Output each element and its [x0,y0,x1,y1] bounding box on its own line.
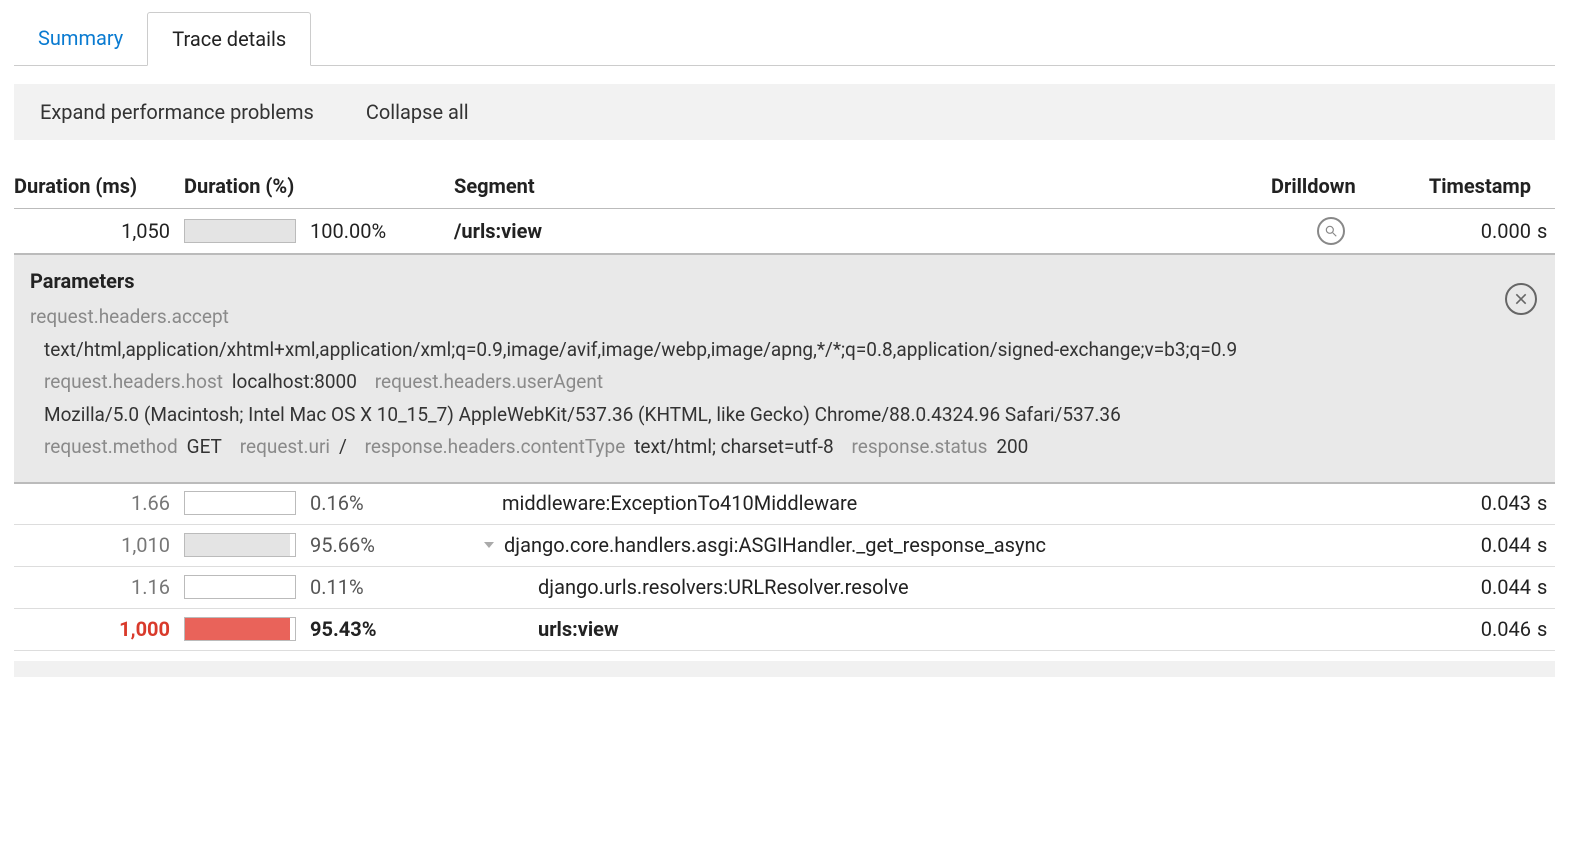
table-row[interactable]: 1,050 100.00% /urls:view 0.000s [14,209,1555,254]
tab-trace-details[interactable]: Trace details [147,12,311,66]
segment: middleware:ExceptionTo410Middleware [454,491,1271,515]
col-segment: Segment [454,174,1271,198]
close-icon[interactable] [1505,283,1537,315]
duration-ms: 1.66 [14,491,184,515]
col-duration-ms: Duration (ms) [14,174,184,198]
duration-pct-text: 95.66% [310,533,375,557]
table-row[interactable]: 1,000 95.43% urls:view 0.046s [14,609,1555,651]
duration-ms: 1,010 [14,533,184,557]
duration-bar [184,617,296,641]
timestamp-unit: s [1531,575,1555,599]
col-timestamp: Timestamp [1391,174,1531,198]
tab-summary[interactable]: Summary [14,12,147,65]
segment-label: urls:view [538,617,619,641]
segment: django.core.handlers.asgi:ASGIHandler._g… [454,533,1271,557]
duration-pct-text: 0.11% [310,575,364,599]
timestamp: 0.000 [1391,219,1531,243]
duration-ms: 1,050 [14,219,184,243]
trace-table: Duration (ms) Duration (%) Segment Drill… [14,166,1555,651]
tabs: Summary Trace details [14,12,1555,66]
col-drilldown: Drilldown [1271,174,1391,198]
duration-pct: 100.00% [184,219,454,243]
param-line: request.method GET request.uri / respons… [30,431,1539,464]
duration-ms: 1,000 [14,617,184,641]
duration-pct: 95.43% [184,617,454,641]
chevron-down-icon[interactable] [484,542,494,548]
expand-problems-button[interactable]: Expand performance problems [14,84,340,140]
drilldown-cell [1271,217,1391,245]
collapse-all-button[interactable]: Collapse all [340,84,495,140]
param-value: Mozilla/5.0 (Macintosh; Intel Mac OS X 1… [30,399,1539,432]
timestamp: 0.046 [1391,617,1531,641]
duration-bar [184,491,296,515]
duration-bar [184,575,296,599]
segment-label: /urls:view [454,219,542,243]
duration-pct-text: 0.16% [310,491,364,515]
duration-pct: 95.66% [184,533,454,557]
duration-bar [184,219,296,243]
timestamp: 0.044 [1391,533,1531,557]
timestamp-unit: s [1531,491,1555,515]
duration-bar [184,533,296,557]
segment: django.urls.resolvers:URLResolver.resolv… [454,575,1271,599]
parameters-panel: Parameters request.headers.accepttext/htm… [14,253,1555,484]
segment: /urls:view [454,219,1271,243]
drilldown-icon[interactable] [1317,217,1345,245]
table-row[interactable]: 1.66 0.16% middleware:ExceptionTo410Middle… [14,483,1555,525]
param-line: request.headers.host localhost:8000 requ… [30,366,1539,399]
duration-pct: 0.16% [184,491,454,515]
col-duration-pct: Duration (%) [184,174,454,198]
parameters-title: Parameters [30,269,1539,293]
footer-strip [14,661,1555,677]
duration-pct-text: 100.00% [310,219,386,243]
segment-label: django.urls.resolvers:URLResolver.resolv… [538,575,909,599]
timestamp-unit: s [1531,533,1555,557]
duration-pct: 0.11% [184,575,454,599]
table-header: Duration (ms) Duration (%) Segment Drill… [14,166,1555,209]
param-value: text/html,application/xhtml+xml,applicat… [30,334,1539,367]
segment-label: django.core.handlers.asgi:ASGIHandler._g… [504,533,1046,557]
timestamp: 0.043 [1391,491,1531,515]
segment-label: middleware:ExceptionTo410Middleware [502,491,857,515]
table-row[interactable]: 1,010 95.66% django.core.handlers.asgi:ASG… [14,525,1555,567]
segment: urls:view [454,617,1271,641]
duration-ms: 1.16 [14,575,184,599]
timestamp-unit: s [1531,219,1555,243]
table-row[interactable]: 1.16 0.11% django.urls.resolvers:URLResolv… [14,567,1555,609]
toolbar: Expand performance problems Collapse all [14,84,1555,140]
duration-pct-text: 95.43% [310,617,376,641]
timestamp-unit: s [1531,617,1555,641]
timestamp: 0.044 [1391,575,1531,599]
param-key: request.headers.accept [30,301,1539,334]
